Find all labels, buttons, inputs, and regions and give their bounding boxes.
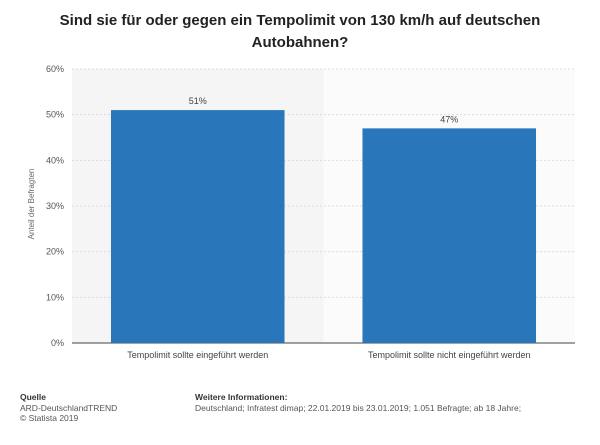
source-heading: Quelle	[20, 392, 46, 402]
info-heading: Weitere Informationen:	[195, 392, 288, 402]
chart-title: Sind sie für oder gegen ein Tempolimit v…	[59, 12, 541, 51]
bar	[362, 128, 537, 343]
data-label: 51%	[189, 96, 207, 106]
info-text: Deutschland; Infratest dimap; 22.01.2019…	[195, 402, 522, 413]
y-tick-label: 0%	[51, 338, 64, 348]
y-tick-label: 50%	[46, 110, 64, 120]
x-tick-label: Tempolimit sollte eingeführt werden	[127, 350, 268, 360]
data-label: 47%	[440, 114, 458, 124]
info-block: Weitere Informationen: Deutschland; Infr…	[195, 392, 590, 413]
y-axis-label: Anteil der Befragten	[27, 169, 36, 240]
y-tick-label: 20%	[46, 247, 64, 257]
x-tick-label: Tempolimit sollte nicht eingeführt werde…	[368, 350, 531, 360]
source-name: ARD-DeutschlandTREND	[20, 402, 118, 413]
y-tick-label: 60%	[46, 64, 64, 74]
bar	[110, 110, 285, 343]
y-tick-label: 30%	[46, 201, 64, 211]
y-tick-label: 10%	[46, 292, 64, 302]
y-tick-label: 40%	[46, 155, 64, 165]
copyright: © Statista 2019	[20, 413, 79, 423]
source-block: Quelle ARD-DeutschlandTREND © Statista 2…	[20, 392, 117, 424]
